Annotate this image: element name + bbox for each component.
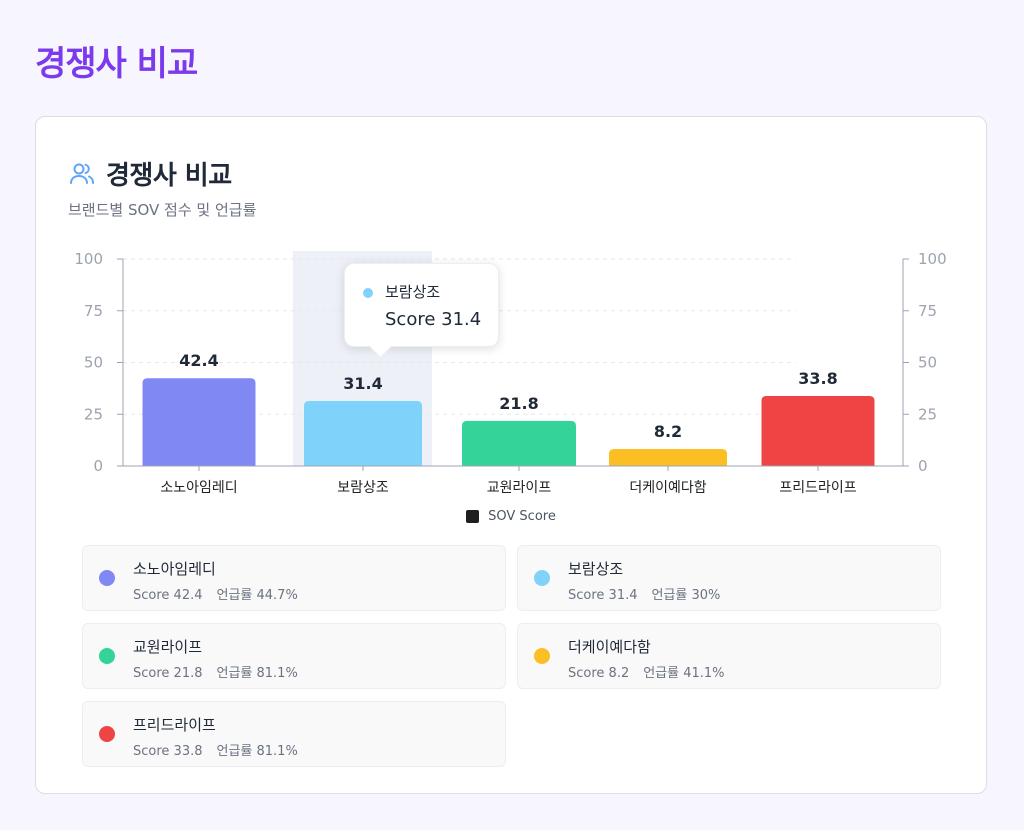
y-tick-label-left: 25 [84,405,103,423]
brand-score: Score 21.8 [133,666,203,681]
bar-value-label: 8.2 [654,422,682,441]
brand-mention-rate: 언급률 41.1% [643,666,725,681]
brand-color-dot [99,726,115,742]
brand-stats: Score 42.4 언급률 44.7% [133,584,312,603]
bar-0[interactable] [142,378,256,466]
tooltip-color-dot [363,288,373,298]
y-tick-label-right: 100 [918,250,947,268]
brand-mention-rate: 언급률 81.1% [216,744,298,759]
brand-color-dot [534,570,550,586]
brand-name: 더케이예다함 [568,638,651,656]
brand-color-dot [99,570,115,586]
y-tick-label-left: 50 [84,354,103,372]
y-tick-label-right: 75 [918,302,937,320]
brand-stats: Score 8.2 언급률 41.1% [568,662,739,681]
bar-value-label: 21.8 [499,394,538,413]
brand-card[interactable]: 교원라이프 Score 21.8 언급률 81.1% [82,623,506,689]
brand-card[interactable]: 프리드라이프 Score 33.8 언급률 81.1% [82,701,506,767]
bar-value-label: 42.4 [179,351,218,370]
brand-card[interactable]: 더케이예다함 Score 8.2 언급률 41.1% [517,623,941,689]
brand-color-dot [99,648,115,664]
brand-mention-rate: 언급률 30% [651,588,721,603]
brand-stats: Score 21.8 언급률 81.1% [133,662,312,681]
card-title: 경쟁사 비교 [106,161,232,191]
x-category-label: 더케이예다함 [629,480,706,496]
chart-legend[interactable]: SOV Score [36,509,986,524]
x-category-label: 소노아임레디 [160,480,237,496]
bar-2[interactable] [462,420,576,466]
legend-swatch [466,510,480,523]
brand-name: 프리드라이프 [133,716,216,734]
bar-3[interactable] [609,449,727,466]
y-tick-label-left: 75 [84,302,103,320]
page-title: 경쟁사 비교 [35,44,198,84]
brand-color-dot [534,648,550,664]
y-tick-label-right: 0 [918,457,928,475]
bar-value-label: 33.8 [798,369,837,388]
brand-card[interactable]: 소노아임레디 Score 42.4 언급률 44.7% [82,545,506,611]
brand-score: Score 8.2 [568,666,630,681]
brand-card[interactable]: 보람상조 Score 31.4 언급률 30% [517,545,941,611]
brand-name: 소노아임레디 [133,560,216,578]
tooltip-score: Score 31.4 [385,309,482,330]
y-tick-label-right: 50 [918,354,937,372]
card-header: 경쟁사 비교 [68,155,232,192]
brand-mention-rate: 언급률 81.1% [216,666,298,681]
brand-mention-rate: 언급률 44.7% [216,588,298,603]
brand-name: 교원라이프 [133,638,203,656]
y-tick-label-left: 100 [74,250,103,268]
legend-label: SOV Score [488,509,556,524]
tooltip-brand-name: 보람상조 [385,283,441,301]
card-subtitle: 브랜드별 SOV 점수 및 언급률 [68,201,257,219]
brand-score: Score 31.4 [568,588,638,603]
y-tick-label-right: 25 [918,405,937,423]
y-tick-label-left: 0 [93,457,103,475]
brand-score: Score 42.4 [133,588,203,603]
x-category-label: 보람상조 [337,480,389,496]
sov-bar-chart[interactable]: 0 0 25 25 50 50 75 75 100 100 42.4 소노아임레디 31.4 보람상조 21… [36,117,988,507]
brand-stats: Score 33.8 언급률 81.1% [133,740,312,759]
bar-value-label: 31.4 [343,374,382,393]
x-category-label: 교원라이프 [487,480,552,496]
bar-4[interactable] [761,396,875,466]
brand-name: 보람상조 [568,560,624,578]
brand-stats: Score 31.4 언급률 30% [568,584,734,603]
x-category-label: 프리드라이프 [779,480,856,496]
chart-tooltip: 보람상조 Score 31.4 [344,263,499,347]
brand-score: Score 33.8 [133,744,203,759]
users-icon [68,160,96,188]
competitor-card: 경쟁사 비교 브랜드별 SOV 점수 및 언급률 0 0 25 25 50 50 75 75 1… [35,116,987,794]
bar-1[interactable] [304,401,422,466]
